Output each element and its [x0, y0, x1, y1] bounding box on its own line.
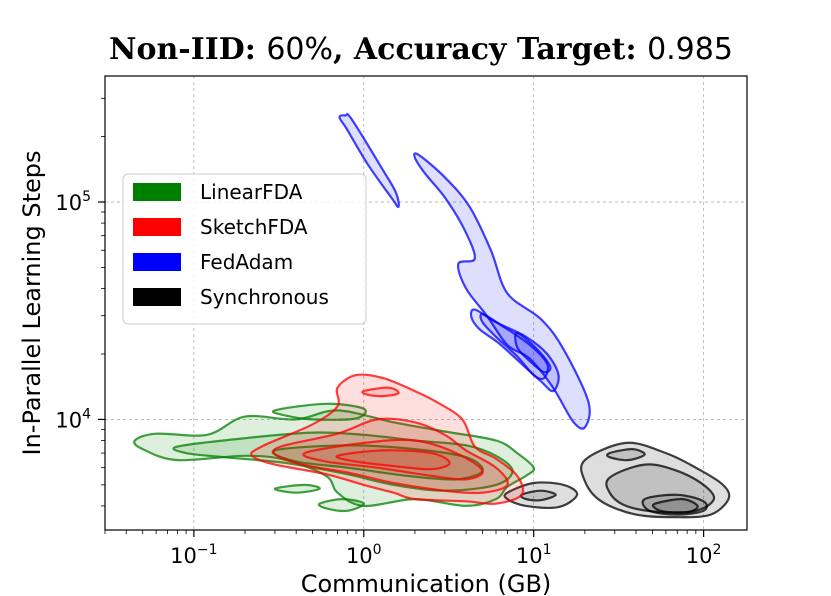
synchronous-contour-3	[651, 497, 699, 514]
linearfda-contour-4	[317, 498, 365, 513]
sketchfda-contour-0	[250, 373, 525, 505]
chart-title: Non-IID: 60%, Accuracy Target: 0.985	[109, 32, 733, 67]
synchronous-contour-4	[606, 447, 646, 462]
legend-label: FedAdam	[200, 250, 293, 274]
linearfda-contour-0	[133, 409, 536, 508]
legend-label: Synchronous	[200, 285, 329, 309]
axis-ticks: 10−1 100 101 102 104 105	[55, 97, 722, 568]
sketchfda-contour-2	[302, 438, 484, 481]
contour-layer	[133, 113, 731, 519]
synchronous-contour-0	[580, 441, 731, 519]
x-axis-label: Communication (GB)	[301, 570, 552, 596]
legend-label: LinearFDA	[200, 180, 303, 204]
plot-frame	[104, 75, 748, 531]
y-tick-label: 105	[55, 189, 91, 215]
x-tick-label: 102	[686, 542, 722, 568]
legend-box	[122, 173, 367, 325]
legend-swatch-sketchfda	[133, 218, 181, 236]
sketchfda-contour-4	[361, 386, 400, 398]
x-tick-label: 10−1	[170, 542, 217, 568]
y-tick-label: 104	[55, 406, 91, 432]
series-sketchfda	[250, 373, 525, 505]
sketchfda-contour-1	[272, 417, 509, 495]
series-synchronous	[503, 441, 731, 519]
fedadam-contour-1	[413, 152, 591, 430]
legend-swatch-synchronous	[133, 288, 181, 306]
legend-swatch-fedadam	[133, 253, 181, 271]
series-fedadam	[338, 113, 591, 430]
y-axis-label: In-Parallel Learning Steps	[18, 151, 46, 456]
x-tick-label: 100	[346, 542, 382, 568]
fedadam-contour-0	[338, 113, 400, 209]
x-tick-label: 101	[516, 542, 552, 568]
legend-label: SketchFDA	[200, 215, 308, 239]
legend-swatch-linearfda	[133, 183, 181, 201]
synchronous-contour-6	[519, 489, 557, 502]
sketchfda-contour-3	[335, 449, 451, 471]
legend: LinearFDA SketchFDA FedAdam Synchronous	[122, 173, 367, 325]
linearfda-contour-5	[273, 483, 321, 494]
linearfda-contour-3	[271, 402, 367, 421]
fedadam-contour-4	[514, 331, 552, 374]
